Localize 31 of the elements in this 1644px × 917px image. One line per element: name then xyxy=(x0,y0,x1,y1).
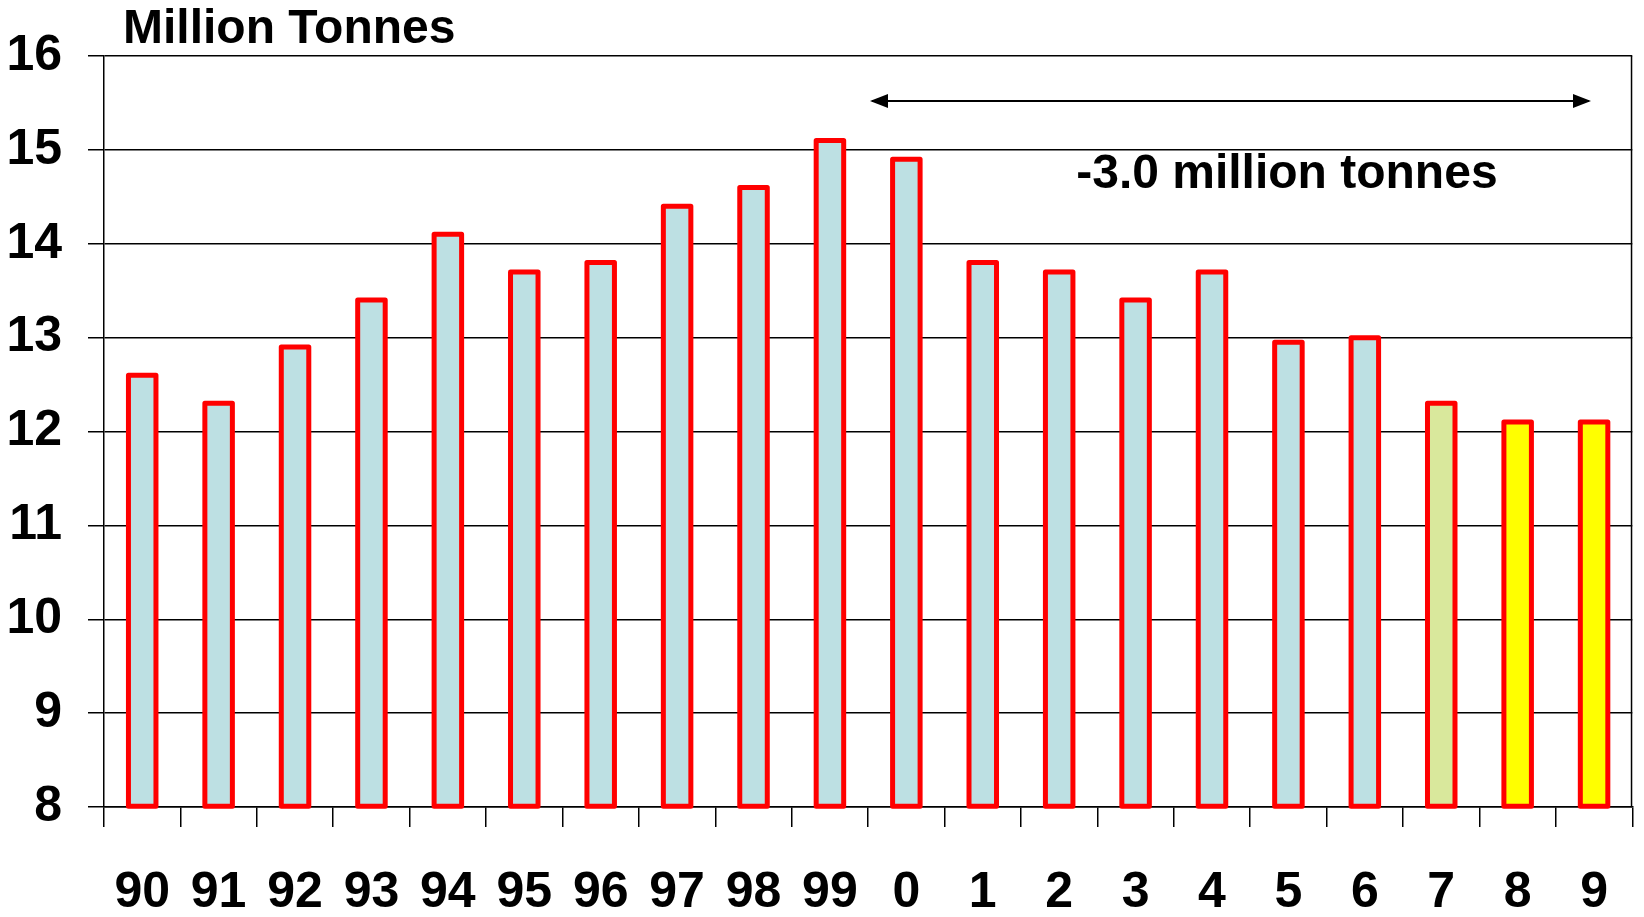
x-tick-label: 2 xyxy=(1045,861,1074,917)
x-tick-label: 97 xyxy=(649,861,705,917)
x-tick-label: 8 xyxy=(1503,861,1532,917)
y-axis-title: Million Tonnes xyxy=(123,0,456,54)
y-tick-label: 15 xyxy=(6,118,62,175)
x-tick-label: 3 xyxy=(1121,861,1150,917)
x-tick-label: 94 xyxy=(420,861,476,917)
x-tick-label: 91 xyxy=(190,861,247,917)
annotation: -3.0 million tonnes xyxy=(1076,144,1498,198)
y-tick-label: 13 xyxy=(6,306,62,363)
x-tick-label: 99 xyxy=(802,861,858,917)
x-tick-label: 98 xyxy=(725,861,782,917)
x-tick-label: 95 xyxy=(496,861,553,917)
y-tick-label: 9 xyxy=(34,681,62,738)
x-tick-label: 90 xyxy=(114,861,171,917)
y-tick-label: 16 xyxy=(6,24,62,81)
x-tick-label: 1 xyxy=(968,861,997,917)
y-tick-label: 12 xyxy=(6,400,62,457)
x-tick-label: 6 xyxy=(1350,861,1379,917)
x-tick-label: 4 xyxy=(1198,861,1227,917)
x-tick-label: 96 xyxy=(572,861,629,917)
x-tick-label: 93 xyxy=(343,861,400,917)
x-tick-label: 9 xyxy=(1580,861,1608,917)
y-tick-label: 10 xyxy=(6,588,62,645)
y-tick-label: 11 xyxy=(9,494,62,551)
x-tick-label: 0 xyxy=(892,861,921,917)
y-tick-label: 8 xyxy=(34,775,62,832)
x-tick-label: 92 xyxy=(267,861,323,917)
x-tick-label: 7 xyxy=(1427,861,1456,917)
x-tick-label: 5 xyxy=(1274,861,1303,917)
y-tick-label: 14 xyxy=(6,212,63,269)
